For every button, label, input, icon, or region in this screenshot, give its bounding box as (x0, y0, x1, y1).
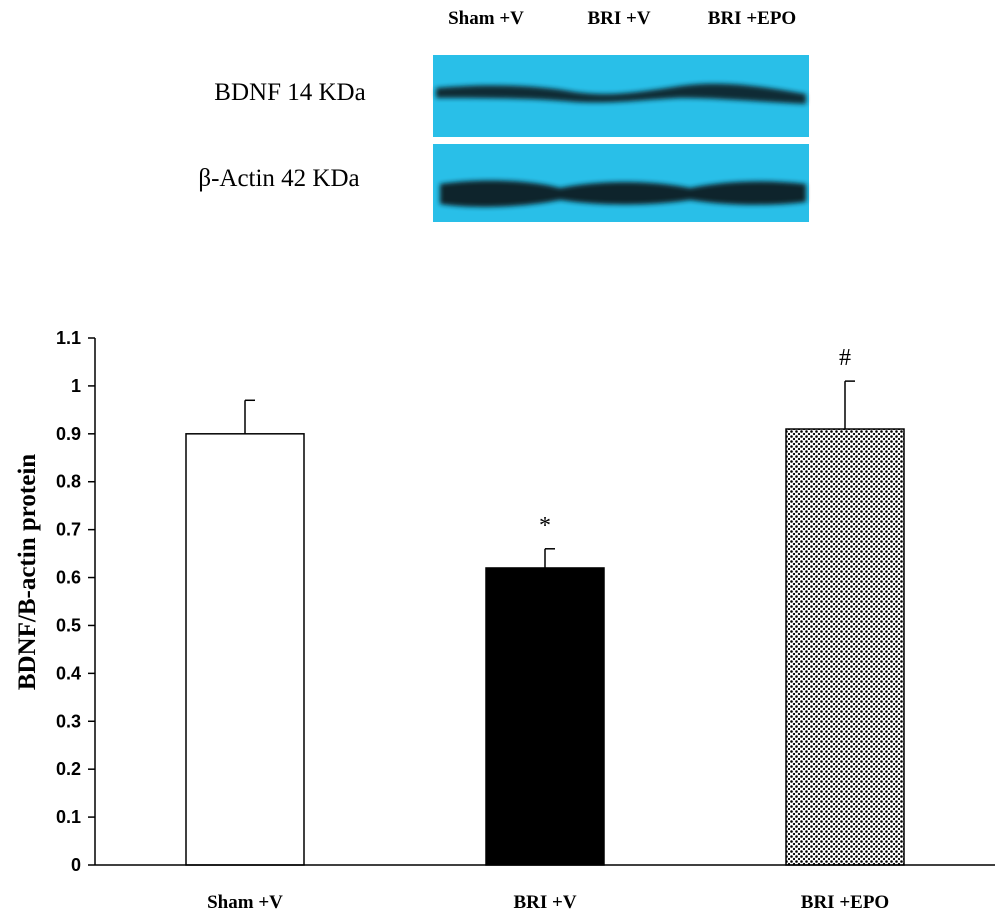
blot-strip-actin (433, 144, 809, 222)
western-blot: Sham +V BRI +V BRI +EPO BDNF 14 KDa β-Ac… (198, 8, 809, 222)
y-tick-label: 0.2 (56, 759, 81, 779)
lane-labels: Sham +V BRI +V BRI +EPO (448, 8, 796, 29)
y-tick-label: 0.9 (56, 424, 81, 444)
bar (785, 428, 905, 866)
lane-label-bri-epo: BRI +EPO (708, 8, 796, 29)
y-tick-label: 1.1 (56, 328, 81, 348)
y-axis-title: BDNF/B-actin protein (14, 454, 41, 690)
bar (185, 433, 305, 866)
y-tick-label: 0 (71, 855, 81, 875)
blot-label-bdnf: BDNF 14 KDa (214, 79, 365, 106)
significance-label: * (539, 513, 551, 539)
bar (485, 567, 605, 866)
blot-band-bdnf (436, 83, 806, 104)
y-tick-label: 1 (71, 376, 81, 396)
bar-chart: BDNF/B-actin protein 0 0.1 0.2 0.3 0.4 0.5 0.6… (14, 328, 995, 913)
y-tick-label: 0.8 (56, 472, 81, 492)
bars: *# (185, 345, 905, 866)
y-tick-label: 0.1 (56, 807, 81, 827)
x-category-label: Sham +V (207, 892, 283, 913)
y-tick-label: 0.4 (56, 663, 81, 683)
y-tick-label: 0.6 (56, 568, 81, 588)
x-category-label: BRI +V (513, 892, 576, 913)
y-tick-label: 0.3 (56, 711, 81, 731)
blot-label-actin: β-Actin 42 KDa (198, 165, 359, 192)
x-category-label: BRI +EPO (801, 892, 889, 913)
blot-strip-bdnf (433, 55, 809, 137)
y-tick-label: 0.7 (56, 520, 81, 540)
x-axis: Sham +V BRI +V BRI +EPO (95, 864, 995, 913)
blot-band-actin (440, 180, 806, 207)
y-tick-label: 0.5 (56, 615, 81, 635)
lane-label-bri: BRI +V (587, 8, 650, 29)
significance-label: # (839, 345, 851, 371)
lane-label-sham: Sham +V (448, 8, 524, 29)
y-axis: 0 0.1 0.2 0.3 0.4 0.5 0.6 0.7 0.8 0.9 1 1.1 (56, 328, 96, 875)
